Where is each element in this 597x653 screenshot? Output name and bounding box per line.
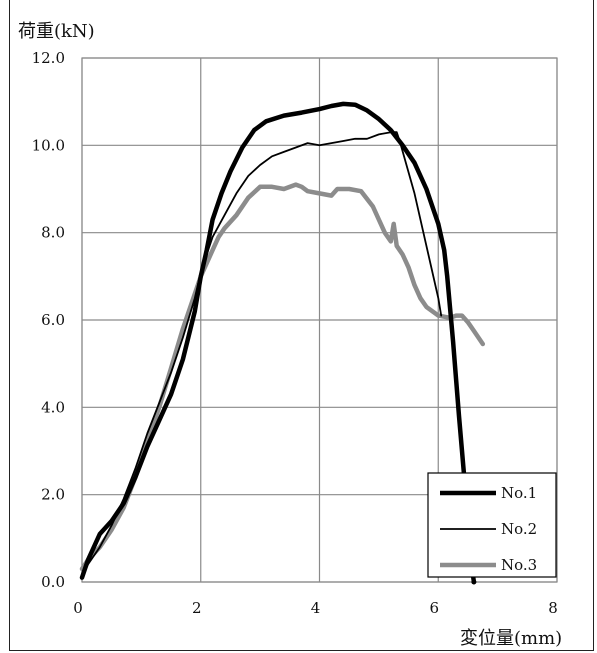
legend-label: No.1 bbox=[501, 484, 537, 502]
legend-label: No.3 bbox=[501, 556, 537, 574]
x-tick-label: 6 bbox=[429, 599, 439, 617]
x-tick-label: 2 bbox=[192, 599, 202, 617]
legend-box bbox=[427, 472, 557, 578]
y-tick-label: 12.0 bbox=[32, 49, 65, 67]
y-tick-labels: 0.0 2.0 4.0 6.0 8.0 10.0 12.0 bbox=[32, 49, 65, 591]
legend: No.1 No.2 No.3 bbox=[427, 472, 557, 578]
y-axis-title: 荷重(kN) bbox=[18, 21, 95, 42]
x-tick-label: 0 bbox=[73, 599, 83, 617]
x-axis-title: 変位量(mm) bbox=[460, 628, 562, 649]
y-tick-label: 0.0 bbox=[41, 573, 65, 591]
plot-border bbox=[81, 57, 558, 583]
plot-area bbox=[79, 101, 486, 585]
y-tick-label: 6.0 bbox=[41, 311, 65, 329]
x-tick-label: 8 bbox=[548, 599, 558, 617]
series-line-no-1 bbox=[79, 101, 477, 585]
y-tick-label: 2.0 bbox=[41, 486, 65, 504]
series-end-marker bbox=[471, 579, 477, 585]
x-tick-label: 4 bbox=[311, 599, 321, 617]
y-tick-label: 4.0 bbox=[41, 398, 65, 416]
figure-frame bbox=[9, 0, 594, 651]
x-tick-labels: 0 2 4 6 8 bbox=[73, 599, 558, 617]
y-tick-label: 10.0 bbox=[32, 136, 65, 154]
legend-label: No.2 bbox=[501, 520, 537, 538]
series-line-no-2 bbox=[81, 131, 443, 579]
series-line-no-3 bbox=[79, 182, 486, 572]
y-tick-label: 8.0 bbox=[41, 224, 65, 242]
